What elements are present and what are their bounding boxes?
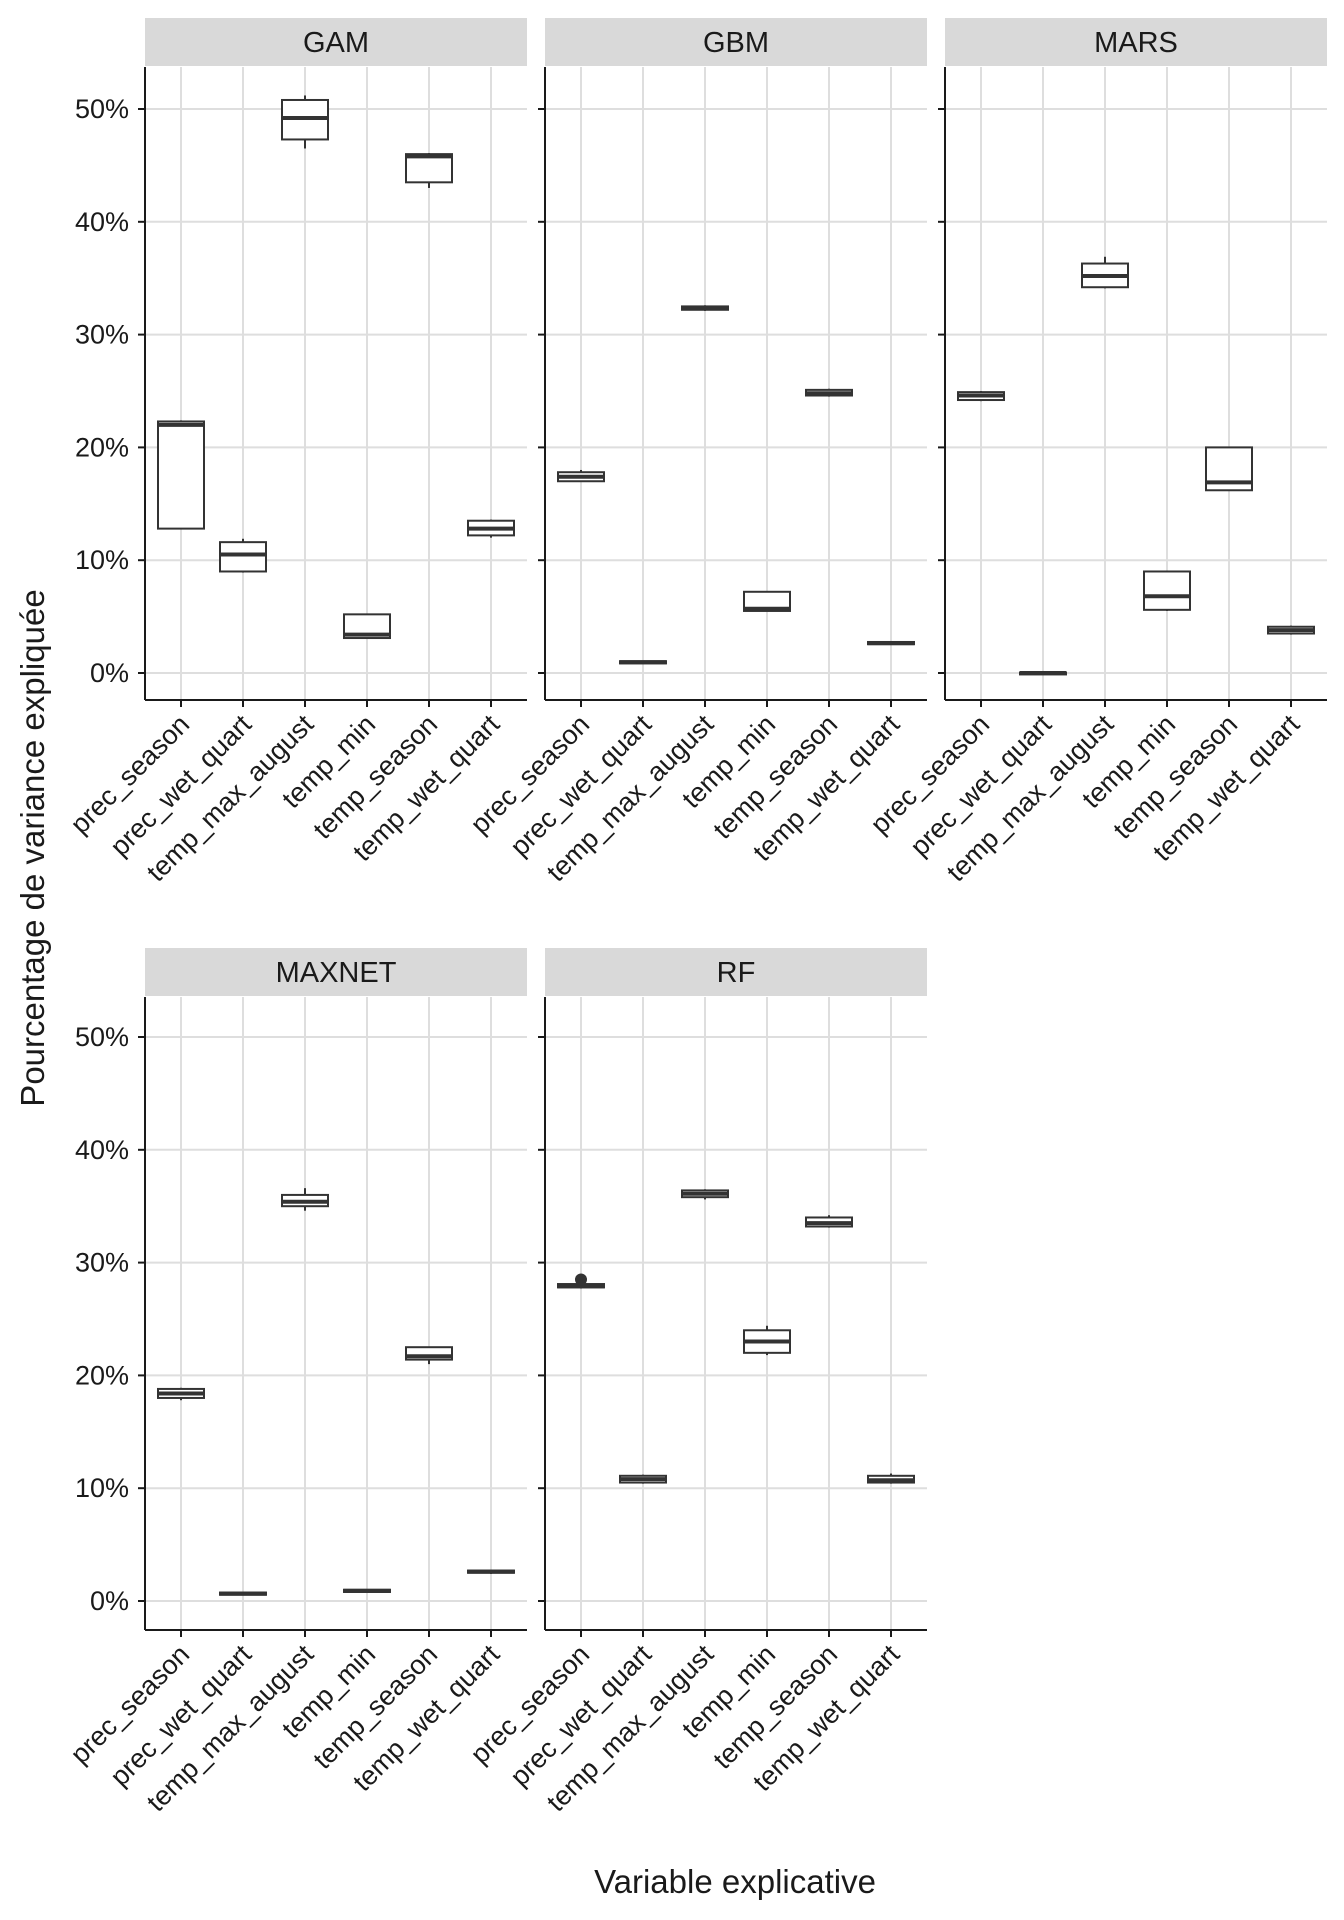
- box-iqr: [343, 613, 391, 640]
- box-temp-season: [805, 388, 853, 397]
- panel-strip: [145, 18, 527, 66]
- box-temp-max-august: [281, 1188, 329, 1211]
- box-temp-min: [343, 1588, 391, 1593]
- y-tick-label: 0%: [90, 658, 129, 688]
- panel-rf: RFprec_seasonprec_wet_quarttemp_max_augu…: [465, 948, 927, 1817]
- box-iqr: [157, 420, 205, 530]
- box-temp-wet-quart: [467, 1569, 515, 1574]
- y-tick-label: 30%: [75, 1248, 129, 1278]
- panels: GAM0%10%20%30%40%50%prec_seasonprec_wet_…: [65, 18, 1327, 1817]
- panel-strip: [545, 18, 927, 66]
- box-prec-wet-quart: [219, 1591, 267, 1596]
- y-tick-label: 50%: [75, 94, 129, 124]
- box-temp-max-august: [681, 305, 729, 311]
- y-axis-title: Pourcentage de variance expliquée: [14, 589, 51, 1106]
- panel-strip-label: GBM: [703, 27, 769, 59]
- box-temp-max-august: [681, 1189, 729, 1200]
- box-temp-wet-quart: [467, 519, 515, 538]
- panel-strip-label: MARS: [1094, 27, 1178, 59]
- panel-mars: MARSprec_seasonprec_wet_quarttemp_max_au…: [865, 18, 1327, 887]
- box-temp-max-august: [281, 95, 329, 149]
- box-iqr: [743, 590, 791, 612]
- panel-strip: [145, 948, 527, 996]
- box-iqr: [219, 541, 267, 573]
- box-temp-wet-quart: [867, 640, 915, 646]
- y-tick-label: 30%: [75, 320, 129, 350]
- box-prec-wet-quart: [1019, 671, 1067, 676]
- box-temp-season: [405, 152, 453, 188]
- panel-strip-label: MAXNET: [276, 957, 397, 989]
- y-tick-label: 50%: [75, 1022, 129, 1052]
- y-tick-label: 40%: [75, 207, 129, 237]
- x-axis-title: Variable explicative: [594, 1863, 876, 1900]
- panel-maxnet: MAXNET0%10%20%30%40%50%prec_seasonprec_w…: [65, 948, 527, 1817]
- panel-strip-label: GAM: [303, 27, 369, 59]
- box-temp-season: [805, 1215, 853, 1228]
- outlier-point: [575, 1273, 587, 1286]
- box-temp-min: [743, 1325, 791, 1356]
- box-prec-season: [157, 420, 205, 530]
- y-tick-label: 10%: [75, 1473, 129, 1503]
- y-tick-label: 20%: [75, 1360, 129, 1390]
- box-temp-wet-quart: [1267, 625, 1315, 635]
- panel-strip: [945, 18, 1327, 66]
- box-prec-season: [557, 1273, 605, 1289]
- box-temp-season: [405, 1346, 453, 1365]
- box-prec-season: [557, 469, 605, 483]
- box-prec-season: [957, 391, 1005, 402]
- y-tick-label: 10%: [75, 545, 129, 575]
- box-prec-season: [157, 1387, 205, 1401]
- box-iqr: [1143, 570, 1191, 611]
- panel-gbm: GBMprec_seasonprec_wet_quarttemp_max_aug…: [465, 18, 927, 887]
- panel-strip-label: RF: [717, 957, 756, 989]
- box-temp-season: [1205, 446, 1253, 492]
- box-temp-max-august: [1081, 256, 1129, 289]
- box-temp-wet-quart: [867, 1473, 915, 1484]
- y-tick-label: 0%: [90, 1586, 129, 1616]
- panel-strip: [545, 948, 927, 996]
- box-prec-wet-quart: [219, 538, 267, 573]
- panel-gam: GAM0%10%20%30%40%50%prec_seasonprec_wet_…: [65, 18, 527, 887]
- y-tick-label: 40%: [75, 1135, 129, 1165]
- y-tick-label: 20%: [75, 432, 129, 462]
- box-temp-min: [743, 590, 791, 612]
- box-temp-min: [343, 613, 391, 640]
- box-prec-wet-quart: [619, 1474, 667, 1484]
- box-temp-min: [1143, 570, 1191, 611]
- box-iqr: [405, 153, 453, 184]
- box-prec-wet-quart: [619, 660, 667, 665]
